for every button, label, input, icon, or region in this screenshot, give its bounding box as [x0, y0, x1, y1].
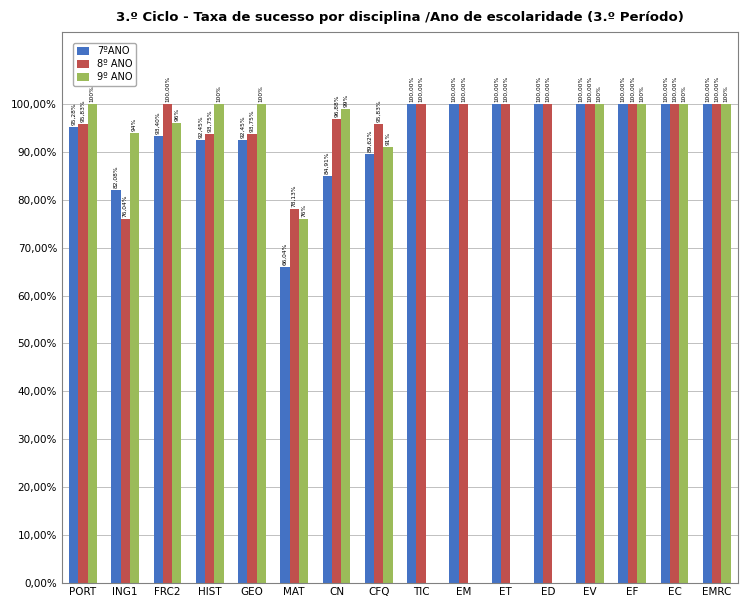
Text: 100,00%: 100,00%: [587, 76, 592, 102]
Text: 100,00%: 100,00%: [165, 76, 170, 102]
Text: 100%: 100%: [90, 85, 95, 102]
Text: 100,00%: 100,00%: [409, 76, 414, 102]
Text: 92,45%: 92,45%: [198, 116, 203, 138]
Bar: [247, 134, 257, 582]
Bar: [365, 154, 374, 582]
Text: 100%: 100%: [259, 85, 264, 102]
Bar: [449, 104, 458, 582]
Text: 100,00%: 100,00%: [452, 76, 456, 102]
Text: 95,83%: 95,83%: [80, 100, 85, 122]
Bar: [416, 104, 425, 582]
Text: 89,62%: 89,62%: [367, 130, 372, 152]
Text: 76,04%: 76,04%: [123, 195, 128, 217]
Text: 100%: 100%: [216, 85, 222, 102]
Text: 76%: 76%: [301, 204, 306, 217]
Bar: [703, 104, 712, 582]
Bar: [491, 104, 501, 582]
Text: 100,00%: 100,00%: [672, 76, 677, 102]
Text: 91%: 91%: [386, 132, 390, 145]
Bar: [679, 104, 688, 582]
Text: 93,40%: 93,40%: [156, 111, 161, 134]
Text: 100,00%: 100,00%: [503, 76, 508, 102]
Bar: [628, 104, 637, 582]
Bar: [163, 104, 172, 582]
Bar: [543, 104, 553, 582]
Text: 100,00%: 100,00%: [630, 76, 634, 102]
Text: 82,08%: 82,08%: [113, 165, 118, 188]
Bar: [712, 104, 721, 582]
Bar: [576, 104, 586, 582]
Text: 100,00%: 100,00%: [705, 76, 710, 102]
Text: 95,83%: 95,83%: [376, 100, 381, 122]
Bar: [595, 104, 604, 582]
Text: 100,00%: 100,00%: [536, 76, 541, 102]
Bar: [341, 109, 351, 582]
Text: 84,91%: 84,91%: [325, 152, 330, 174]
Text: 93,75%: 93,75%: [249, 109, 255, 132]
Bar: [637, 104, 646, 582]
Text: 100,00%: 100,00%: [578, 76, 583, 102]
Text: 78,13%: 78,13%: [292, 184, 297, 207]
Text: 100%: 100%: [724, 85, 729, 102]
Text: 96,88%: 96,88%: [334, 95, 339, 117]
Text: 100,00%: 100,00%: [715, 76, 719, 102]
Text: 99%: 99%: [343, 94, 348, 107]
Text: 100%: 100%: [682, 85, 686, 102]
Text: 100,00%: 100,00%: [545, 76, 551, 102]
Title: 3.º Ciclo - Taxa de sucesso por disciplina /Ano de escolaridade (3.º Período): 3.º Ciclo - Taxa de sucesso por discipli…: [116, 11, 684, 24]
Text: 100%: 100%: [597, 85, 601, 102]
Bar: [534, 104, 543, 582]
Bar: [721, 104, 731, 582]
Bar: [130, 133, 139, 582]
Bar: [586, 104, 595, 582]
Bar: [214, 104, 224, 582]
Text: 100,00%: 100,00%: [419, 76, 423, 102]
Bar: [79, 124, 88, 582]
Text: 93,75%: 93,75%: [207, 109, 212, 132]
Text: 66,04%: 66,04%: [282, 243, 288, 264]
Bar: [323, 176, 332, 582]
Text: 92,45%: 92,45%: [240, 116, 245, 138]
Bar: [407, 104, 416, 582]
Text: 100,00%: 100,00%: [461, 76, 466, 102]
Bar: [332, 119, 341, 582]
Bar: [619, 104, 628, 582]
Bar: [501, 104, 510, 582]
Bar: [661, 104, 670, 582]
Text: 95,28%: 95,28%: [71, 102, 76, 125]
Bar: [670, 104, 679, 582]
Text: 100,00%: 100,00%: [620, 76, 625, 102]
Bar: [88, 104, 97, 582]
Bar: [458, 104, 468, 582]
Bar: [69, 126, 79, 582]
Bar: [121, 219, 130, 582]
Bar: [172, 123, 181, 582]
Text: 94%: 94%: [132, 117, 137, 131]
Bar: [280, 266, 290, 582]
Bar: [299, 219, 308, 582]
Bar: [205, 134, 214, 582]
Legend: 7ºANO, 8º ANO, 9º ANO: 7ºANO, 8º ANO, 9º ANO: [73, 43, 136, 86]
Bar: [374, 124, 383, 582]
Text: 100%: 100%: [639, 85, 644, 102]
Text: 100,00%: 100,00%: [663, 76, 667, 102]
Bar: [257, 104, 266, 582]
Text: 100,00%: 100,00%: [494, 76, 499, 102]
Bar: [290, 209, 299, 582]
Bar: [383, 147, 392, 582]
Bar: [112, 190, 121, 582]
Bar: [154, 136, 163, 582]
Text: 96%: 96%: [175, 108, 179, 121]
Bar: [195, 140, 205, 582]
Bar: [238, 140, 247, 582]
